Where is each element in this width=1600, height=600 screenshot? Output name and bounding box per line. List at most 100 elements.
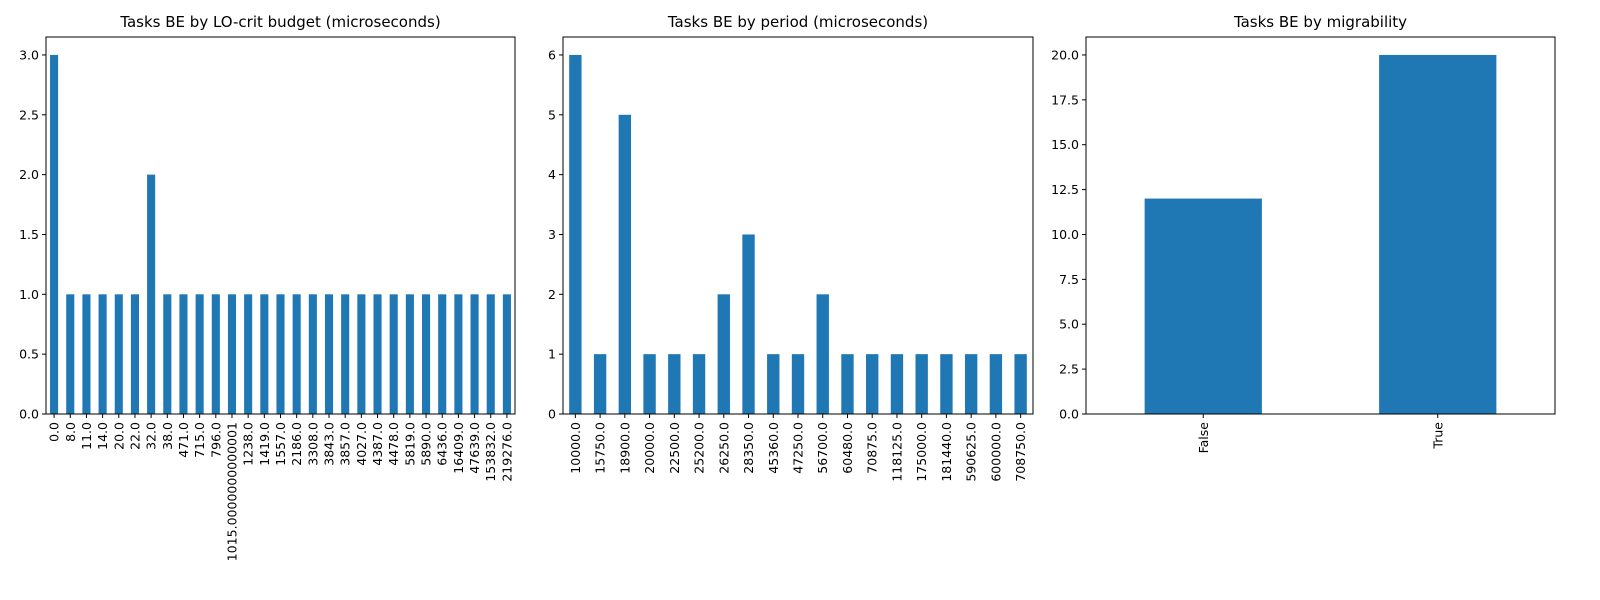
bar — [147, 174, 156, 414]
y-tick-label: 20.0 — [1051, 47, 1079, 62]
bar — [470, 294, 479, 414]
x-tick-label: 28350.0 — [741, 422, 756, 474]
x-tick-label: 15750.0 — [593, 422, 608, 474]
y-tick-label: 1.0 — [19, 287, 39, 302]
x-tick-label: 20.0 — [111, 422, 126, 450]
y-tick-label: 2.5 — [1059, 362, 1079, 377]
x-tick-label: 26250.0 — [716, 422, 731, 474]
x-tick-label: 22500.0 — [667, 422, 682, 474]
x-tick-label: 181440.0 — [939, 422, 954, 482]
bar — [292, 294, 301, 414]
bar — [816, 294, 829, 414]
x-tick-label: 600000.0 — [988, 422, 1003, 482]
y-tick-label: 5.0 — [1059, 317, 1079, 332]
bar — [692, 354, 706, 414]
x-tick-label: 70875.0 — [865, 422, 880, 474]
x-tick-label: 47639.0 — [467, 422, 482, 474]
bar — [98, 294, 107, 414]
bar — [114, 294, 123, 414]
bar — [989, 354, 1003, 414]
x-tick-label: 4478.0 — [386, 422, 401, 466]
x-tick-label: 22.0 — [127, 422, 142, 450]
x-tick-label: 32.0 — [144, 422, 159, 450]
axes-frame — [45, 36, 516, 415]
x-tick-label: 708750.0 — [1013, 422, 1028, 482]
bar — [454, 294, 463, 414]
bar — [324, 294, 334, 414]
bar — [373, 294, 382, 414]
bar — [308, 294, 317, 414]
bar — [791, 354, 805, 414]
x-tick-label: 2186.0 — [289, 422, 304, 466]
bar — [163, 294, 172, 414]
bar — [964, 354, 978, 414]
x-tick-label: False — [1196, 422, 1211, 454]
x-tick-label: 3308.0 — [305, 422, 320, 466]
x-tick-label: 14.0 — [95, 422, 110, 450]
bar — [341, 294, 350, 414]
y-tick-label: 10.0 — [1051, 227, 1079, 242]
x-tick-label: True — [1430, 422, 1445, 450]
bar — [357, 294, 366, 414]
bar — [866, 354, 879, 414]
x-tick-label: 47250.0 — [791, 422, 806, 474]
x-tick-label: 590625.0 — [964, 422, 979, 482]
bar — [260, 294, 269, 414]
x-tick-label: 1238.0 — [241, 422, 256, 466]
axes-frame — [562, 36, 1034, 415]
bar — [717, 294, 730, 414]
x-tick-label: 1419.0 — [257, 422, 272, 466]
bar — [502, 294, 511, 414]
x-tick-label: 4027.0 — [354, 422, 369, 466]
x-tick-label: 11.0 — [79, 422, 94, 450]
chart-title: Tasks BE by LO-crit budget (microseconds… — [119, 13, 440, 31]
y-tick-label: 6 — [548, 47, 556, 62]
bar — [66, 294, 75, 414]
bar — [1379, 54, 1497, 414]
x-tick-label: 3843.0 — [322, 422, 337, 466]
x-tick-label: 118125.0 — [889, 422, 904, 482]
x-tick-label: 0.0 — [47, 422, 62, 442]
y-tick-label: 2 — [548, 287, 556, 302]
x-tick-label: 796.0 — [208, 422, 223, 458]
bar — [422, 294, 431, 414]
x-tick-label: 153832.0 — [483, 422, 498, 482]
x-tick-label: 4387.0 — [370, 422, 385, 466]
bar — [82, 294, 91, 414]
x-tick-label: 1557.0 — [273, 422, 288, 466]
bar — [668, 354, 681, 414]
bar — [195, 294, 204, 414]
bar — [486, 294, 495, 414]
chart-lo-crit-budget: Tasks BE by LO-crit budget (microseconds… — [19, 13, 516, 561]
x-tick-label: 219276.0 — [499, 422, 514, 482]
y-tick-label: 1 — [548, 347, 556, 362]
y-tick-label: 3.0 — [19, 47, 39, 62]
x-tick-label: 56700.0 — [815, 422, 830, 474]
y-tick-label: 1.5 — [19, 227, 39, 242]
bar — [227, 294, 237, 414]
bar — [643, 354, 656, 414]
chart-title: Tasks BE by migrability — [1233, 13, 1407, 31]
x-tick-label: 25200.0 — [692, 422, 707, 474]
y-tick-label: 15.0 — [1051, 137, 1079, 152]
chart-title: Tasks BE by period (microseconds) — [667, 13, 928, 31]
x-tick-label: 20000.0 — [642, 422, 657, 474]
bar — [389, 294, 398, 414]
bar — [618, 114, 632, 415]
y-tick-label: 3 — [548, 227, 556, 242]
axes-frame — [1085, 36, 1556, 415]
y-tick-label: 2.5 — [19, 107, 39, 122]
x-tick-label: 18900.0 — [617, 422, 632, 474]
y-tick-label: 0.5 — [19, 347, 39, 362]
bar — [179, 294, 188, 414]
x-tick-label: 471.0 — [176, 422, 191, 458]
bar — [841, 354, 854, 414]
y-tick-label: 0.0 — [19, 407, 39, 422]
bar — [50, 54, 59, 414]
x-tick-label: 5819.0 — [402, 422, 417, 466]
bar — [211, 294, 220, 414]
y-tick-label: 12.5 — [1051, 182, 1079, 197]
bar — [890, 354, 904, 414]
chart-migrability: Tasks BE by migrability 0.0 2.5 5.0 7.5 10.0… — [1051, 13, 1556, 454]
bar — [244, 294, 253, 414]
